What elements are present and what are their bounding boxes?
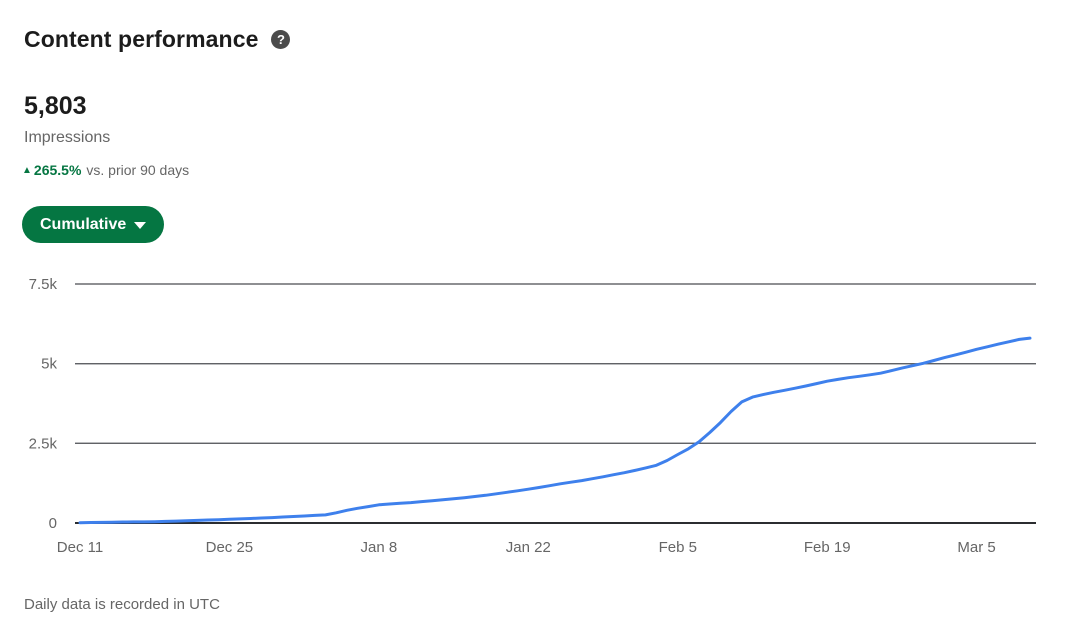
y-axis-tick-label: 0 xyxy=(49,515,57,532)
impressions-label: Impressions xyxy=(24,129,111,146)
page-title: Content performance xyxy=(24,26,259,52)
trend-up-icon: ▲ xyxy=(22,164,32,176)
impressions-chart: 0 2.5k 5k 7.5k Dec 11 Dec 25 Jan 8 Jan 22 Feb 5 F… xyxy=(0,265,1089,565)
x-axis-tick-label: Feb 5 xyxy=(659,539,697,556)
trend-percent: 265.5% xyxy=(33,162,82,178)
trend-indicator: ▲ 265.5% vs. prior 90 days xyxy=(22,162,189,178)
x-axis-tick-label: Mar 5 xyxy=(957,539,995,556)
header: Content performance ? xyxy=(24,26,291,53)
y-axis-tick-label: 5k xyxy=(41,356,57,373)
x-axis-tick-label: Jan 8 xyxy=(361,539,398,556)
impressions-line-series[interactable] xyxy=(78,336,1032,525)
x-axis-tick-label: Dec 25 xyxy=(206,539,254,556)
chart-canvas[interactable]: 0 2.5k 5k 7.5k Dec 11 Dec 25 Jan 8 Jan 22 Feb 5 F… xyxy=(0,265,1089,565)
x-axis-tick-label: Feb 19 xyxy=(804,539,851,556)
cumulative-dropdown-button[interactable]: Cumulative xyxy=(22,206,165,243)
cumulative-dropdown-label: Cumulative xyxy=(40,215,127,233)
y-axis-tick-label: 2.5k xyxy=(29,435,58,452)
x-axis-tick-label: Dec 11 xyxy=(57,539,103,556)
impressions-value: 5,803 xyxy=(24,92,87,120)
chevron-down-icon xyxy=(134,222,147,229)
utc-note: Daily data is recorded in UTC xyxy=(24,596,220,613)
trend-comparison-text: vs. prior 90 days xyxy=(86,162,190,178)
help-icon[interactable]: ? xyxy=(271,30,291,49)
x-axis-tick-label: Jan 22 xyxy=(506,539,551,556)
y-axis-tick-label: 7.5k xyxy=(29,276,58,293)
